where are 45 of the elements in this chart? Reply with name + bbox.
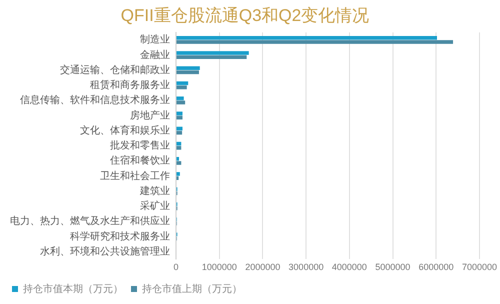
bar: [176, 100, 186, 104]
bar: [176, 51, 249, 55]
bar: [176, 112, 183, 116]
legend-label: 持仓市值本期（万元）: [23, 282, 123, 295]
bar: [176, 86, 187, 90]
y-tick-label: 房地产业: [130, 109, 170, 122]
legend-label: 持仓市值上期（万元）: [142, 282, 242, 295]
y-tick-label: 电力、热力、燃气及水生产和供应业: [10, 215, 170, 228]
y-tick-label: 文化、体育和娱乐业: [80, 124, 170, 136]
x-tick-label: 5000000: [375, 262, 410, 272]
bar: [176, 70, 199, 74]
x-tick-label: 6000000: [418, 262, 454, 272]
x-tick-label: 7000000: [462, 262, 498, 272]
y-tick-label: 信息传输、软件和信息技术服务业: [20, 94, 170, 106]
y-tick-label: 住宿和餐饮业: [110, 154, 170, 167]
x-tick-label: 0: [173, 262, 179, 272]
bar: [176, 161, 182, 165]
bar: [176, 81, 188, 86]
bar: [176, 146, 182, 150]
bar: [176, 116, 183, 120]
y-tick-label: 交通运输、仓储和邮政业: [60, 64, 170, 76]
y-tick-label: 水利、环境和公共设施管理业: [40, 245, 170, 258]
y-tick-label: 科学研究和技术服务业: [70, 230, 170, 242]
y-tick-label: 金融业: [140, 48, 170, 61]
y-tick-label: 采矿业: [140, 200, 170, 212]
bar: [176, 66, 200, 70]
x-tick-label: 3000000: [288, 262, 324, 272]
bar: [176, 130, 182, 135]
chart-title: QFII重仓股流通Q3和Q2变化情况: [120, 6, 370, 25]
y-tick-label: 建筑业: [139, 184, 170, 197]
bar: [176, 36, 437, 40]
y-tick-label: 卫生和社会工作: [100, 170, 170, 182]
y-tick-label: 制造业: [140, 34, 170, 46]
bar: [176, 142, 182, 146]
x-tick-label: 2000000: [245, 262, 280, 272]
x-tick-label: 4000000: [332, 262, 367, 272]
bar: [176, 126, 183, 130]
x-tick-label: 1000000: [202, 262, 237, 272]
bar: [176, 172, 180, 176]
y-tick-label: 批发和零售业: [110, 140, 170, 152]
bar: [176, 156, 180, 161]
bar: [176, 96, 184, 100]
bar: [176, 55, 247, 60]
bar: [176, 40, 454, 44]
y-tick-label: 租赁和商务服务业: [90, 79, 170, 92]
